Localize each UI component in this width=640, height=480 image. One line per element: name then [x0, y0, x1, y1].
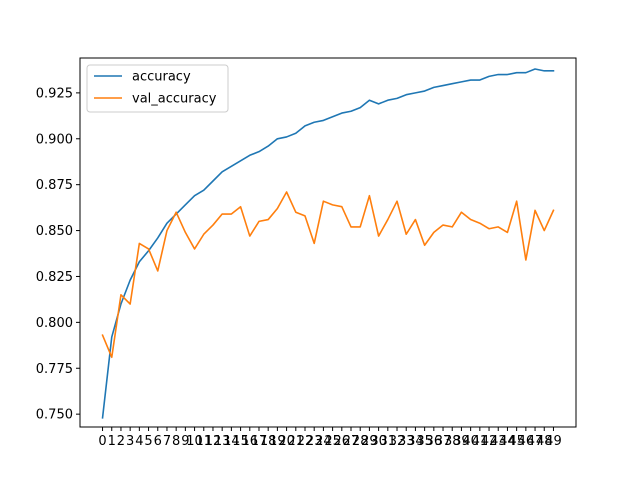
x-tick-label: 30 [370, 434, 387, 449]
y-tick-label: 0.775 [36, 362, 73, 377]
legend-label-val-accuracy: val_accuracy [132, 92, 217, 107]
x-tick-label: 16 [242, 434, 259, 449]
x-tick-label: 25 [324, 434, 341, 449]
x-tick-label: 12 [205, 434, 222, 449]
x-tick-label: 7 [163, 434, 171, 449]
x-tick-label: 6 [154, 434, 162, 449]
x-tick-label: 44 [499, 434, 516, 449]
x-tick-label: 8 [172, 434, 180, 449]
plot-frame [79, 57, 577, 428]
x-tick-label: 38 [444, 434, 461, 449]
series-line-accuracy [101, 68, 555, 419]
x-tick-label: 48 [536, 434, 553, 449]
y-tick-label: 0.925 [36, 86, 73, 101]
x-tick-label: 18 [260, 434, 277, 449]
y-axis: 0.750 0.775 0.800 0.825 0.850 0.875 0.900 0.925 [36, 86, 80, 423]
x-tick-label: 11 [195, 434, 212, 449]
x-tick-label: 24 [315, 434, 332, 449]
y-tick-label: 0.800 [36, 316, 73, 331]
x-tick-label: 29 [361, 434, 378, 449]
x-tick-label: 15 [232, 434, 249, 449]
y-tick-label: 0.875 [36, 178, 73, 193]
legend: accuracy val_accuracy [86, 64, 229, 113]
x-tick-label: 47 [527, 434, 544, 449]
x-tick-label: 33 [398, 434, 415, 449]
x-tick-label: 2 [117, 434, 125, 449]
x-tick-label: 32 [389, 434, 406, 449]
x-tick-label: 41 [472, 434, 489, 449]
x-tick-label: 34 [407, 434, 424, 449]
x-tick-label: 9 [181, 434, 189, 449]
x-tick-label: 5 [144, 434, 152, 449]
x-tick-label: 36 [426, 434, 443, 449]
x-tick-label: 37 [435, 434, 452, 449]
x-tick-label: 43 [490, 434, 507, 449]
x-tick-label: 19 [269, 434, 286, 449]
x-tick-label: 4 [135, 434, 143, 449]
x-tick-label: 13 [214, 434, 231, 449]
x-tick-label: 21 [288, 434, 305, 449]
x-tick-label: 27 [343, 434, 360, 449]
series-line-val-accuracy [101, 191, 555, 359]
y-tick-label: 0.825 [36, 270, 73, 285]
y-tick-label: 0.850 [36, 224, 73, 239]
x-tick-label: 28 [352, 434, 369, 449]
x-tick-label: 49 [545, 434, 562, 449]
x-tick-label: 22 [297, 434, 314, 449]
x-tick-label: 20 [278, 434, 295, 449]
x-tick-label: 14 [223, 434, 240, 449]
x-tick-label: 23 [306, 434, 323, 449]
x-tick-label: 45 [508, 434, 525, 449]
x-tick-label: 26 [334, 434, 351, 449]
x-tick-label: 31 [380, 434, 397, 449]
x-tick-label: 10 [186, 434, 203, 449]
x-tick-label: 17 [251, 434, 268, 449]
x-tick-label: 3 [126, 434, 134, 449]
x-tick-label: 1 [108, 434, 116, 449]
x-tick-label: 0 [98, 434, 106, 449]
x-tick-label: 42 [481, 434, 498, 449]
legend-box [86, 64, 229, 113]
x-tick-label: 39 [453, 434, 470, 449]
y-tick-label: 0.750 [36, 408, 73, 423]
x-tick-label: 40 [462, 434, 479, 449]
legend-label-accuracy: accuracy [132, 70, 191, 85]
series-lines [101, 68, 555, 419]
x-tick-label: 35 [416, 434, 433, 449]
x-axis: 0 1 2 3 4 5 6 7 8 9101112131415161718192021222324… [98, 427, 562, 449]
x-tick-label: 46 [518, 434, 535, 449]
y-tick-label: 0.900 [36, 132, 73, 147]
